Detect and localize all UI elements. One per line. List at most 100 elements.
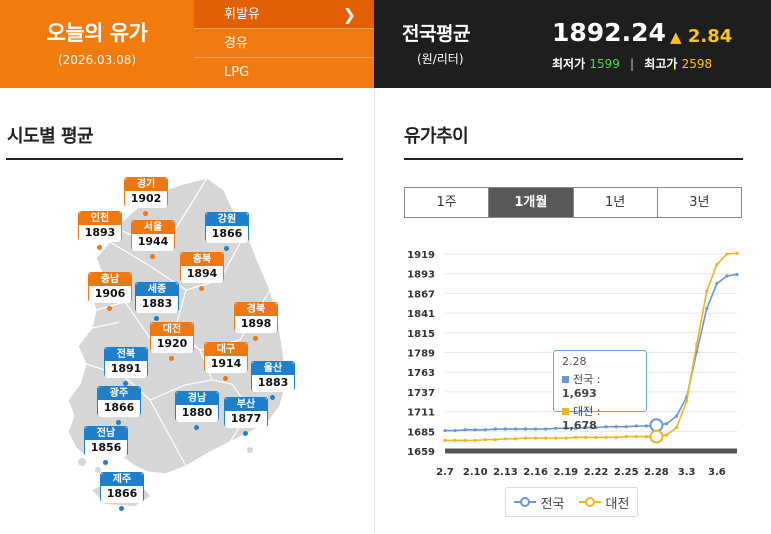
fuel-item-diesel[interactable]: 경유 — [194, 29, 374, 58]
data-point — [503, 427, 508, 431]
region-badge-gyeongnam[interactable]: 경남 1880 — [175, 391, 219, 430]
trend-title-underline — [404, 158, 743, 160]
data-point — [624, 425, 628, 429]
separator: | — [630, 57, 635, 71]
data-point — [705, 289, 709, 293]
region-price: 1856 — [85, 440, 127, 457]
region-price: 1894 — [181, 266, 223, 283]
legend-item-national[interactable]: 전국 — [513, 493, 565, 512]
region-name: 강원 — [206, 213, 248, 226]
series-line-1 — [445, 252, 738, 442]
y-tick-label: 1711 — [407, 408, 435, 419]
data-point — [523, 436, 528, 440]
region-badge-jeonnam[interactable]: 전남 1856 — [84, 426, 128, 465]
series-swatch-national — [562, 376, 569, 383]
region-badge-chungnam[interactable]: 충남 1906 — [88, 272, 132, 311]
region-name: 대전 — [151, 323, 193, 336]
region-name: 경북 — [235, 303, 277, 316]
tooltip-row-national: 전국 : 1,693 — [562, 371, 638, 400]
region-dot — [270, 395, 275, 400]
tab-1-year[interactable]: 1년 — [574, 188, 658, 217]
region-price: 1906 — [89, 286, 131, 303]
data-point — [564, 426, 568, 430]
region-badge-sejong[interactable]: 세종 1883 — [135, 282, 179, 321]
x-tick-label: 3.3 — [678, 467, 696, 478]
tab-1-month[interactable]: 1개월 — [489, 188, 574, 217]
region-price: 1898 — [235, 316, 277, 333]
region-badge-jeonbuk[interactable]: 전북 1891 — [104, 347, 148, 386]
legend-item-daejeon[interactable]: 대전 — [578, 493, 629, 512]
region-badge-ulsan[interactable]: 울산 1883 — [251, 361, 295, 400]
national-average-change: ▲ 2.84 — [670, 26, 732, 47]
region-price: 1920 — [151, 336, 193, 353]
max-label: 최고가 — [644, 57, 678, 71]
tooltip-value: 1,693 — [562, 387, 597, 400]
region-badge-incheon[interactable]: 인천 1893 — [78, 211, 122, 250]
y-tick-label: 1685 — [407, 427, 435, 438]
tooltip-value: 1,678 — [562, 419, 597, 432]
data-point — [594, 425, 598, 430]
data-point — [715, 281, 719, 286]
region-badge-gyeonggi[interactable]: 경기 1902 — [124, 177, 168, 216]
region-dot — [123, 381, 128, 386]
region-badge-daejeon[interactable]: 대전 1920 — [150, 322, 194, 361]
region-name: 제주 — [101, 473, 143, 486]
fuel-item-lpg[interactable]: LPG — [194, 58, 374, 88]
chart-tooltip: 2.28 전국 : 1,693 대전 : 1,678 — [553, 350, 647, 432]
fuel-item-label: 경유 — [224, 36, 248, 51]
korea-map: 경기 1902 인천 1893 서울 1944 강원 1866 충북 1894 … — [0, 170, 310, 534]
region-badge-gyeongbuk[interactable]: 경북 1898 — [234, 302, 278, 341]
tab-3-years[interactable]: 3년 — [689, 195, 710, 210]
national-average-value: 1892.24 — [552, 18, 666, 47]
page-date: (2026.03.08) — [57, 53, 137, 67]
y-tick-label: 1789 — [407, 349, 435, 360]
data-point — [493, 427, 497, 431]
tab-1-week[interactable]: 1주 — [405, 188, 490, 217]
fuel-item-label: LPG — [224, 65, 250, 80]
regional-title-underline — [6, 158, 343, 160]
data-point — [534, 436, 538, 440]
max-value: 2598 — [681, 57, 713, 71]
triangle-up-icon: ▲ — [670, 28, 682, 46]
tooltip-label: 전국 : — [573, 373, 601, 386]
region-badge-gwangju[interactable]: 광주 1866 — [97, 386, 141, 425]
national-average-box: 전국평균 (원/리터) 1892.24 ▲ 2.84 최저가 1599 | 최고… — [374, 0, 771, 88]
regional-average-title: 시도별 평균 — [7, 126, 94, 147]
legend-label: 전국 — [540, 496, 565, 512]
region-badge-seoul[interactable]: 서울 1944 — [131, 220, 175, 259]
highlight-marker-0 — [649, 418, 664, 433]
region-name: 서울 — [132, 221, 174, 234]
data-point — [624, 435, 628, 439]
region-badge-jeju[interactable]: 제주 1866 — [100, 472, 144, 511]
data-point — [463, 428, 467, 432]
data-point — [725, 252, 729, 256]
region-badge-busan[interactable]: 부산 1877 — [224, 397, 268, 436]
region-name: 부산 — [225, 398, 267, 411]
data-point — [574, 426, 578, 430]
data-point — [604, 435, 608, 439]
region-dot — [199, 286, 204, 291]
region-dot — [116, 420, 121, 425]
region-name: 인천 — [79, 212, 121, 225]
region-badge-gangwon[interactable]: 강원 1866 — [205, 212, 249, 251]
region-name: 광주 — [98, 387, 140, 400]
region-name: 경남 — [176, 392, 218, 405]
region-dot — [194, 425, 199, 430]
data-point — [443, 428, 447, 433]
region-badge-daegu[interactable]: 대구 1914 — [204, 342, 248, 381]
data-point — [664, 433, 669, 437]
region-price: 1866 — [206, 226, 248, 243]
fuel-item-gasoline[interactable]: 휘발유 ❯ — [194, 0, 374, 29]
region-price: 1902 — [125, 191, 167, 208]
header: 오늘의 유가 (2026.03.08) 휘발유 ❯ 경유 LPG 전국평균 (원… — [0, 0, 771, 88]
region-dot — [224, 246, 229, 251]
data-point — [534, 427, 538, 431]
data-point — [503, 437, 508, 441]
highlight-marker-1 — [649, 429, 664, 444]
data-point — [584, 425, 588, 430]
data-point — [664, 422, 669, 426]
region-badge-chungbuk[interactable]: 충북 1894 — [180, 252, 224, 291]
data-point — [473, 438, 477, 442]
series-swatch-daejeon — [562, 408, 569, 415]
data-point — [453, 428, 457, 433]
